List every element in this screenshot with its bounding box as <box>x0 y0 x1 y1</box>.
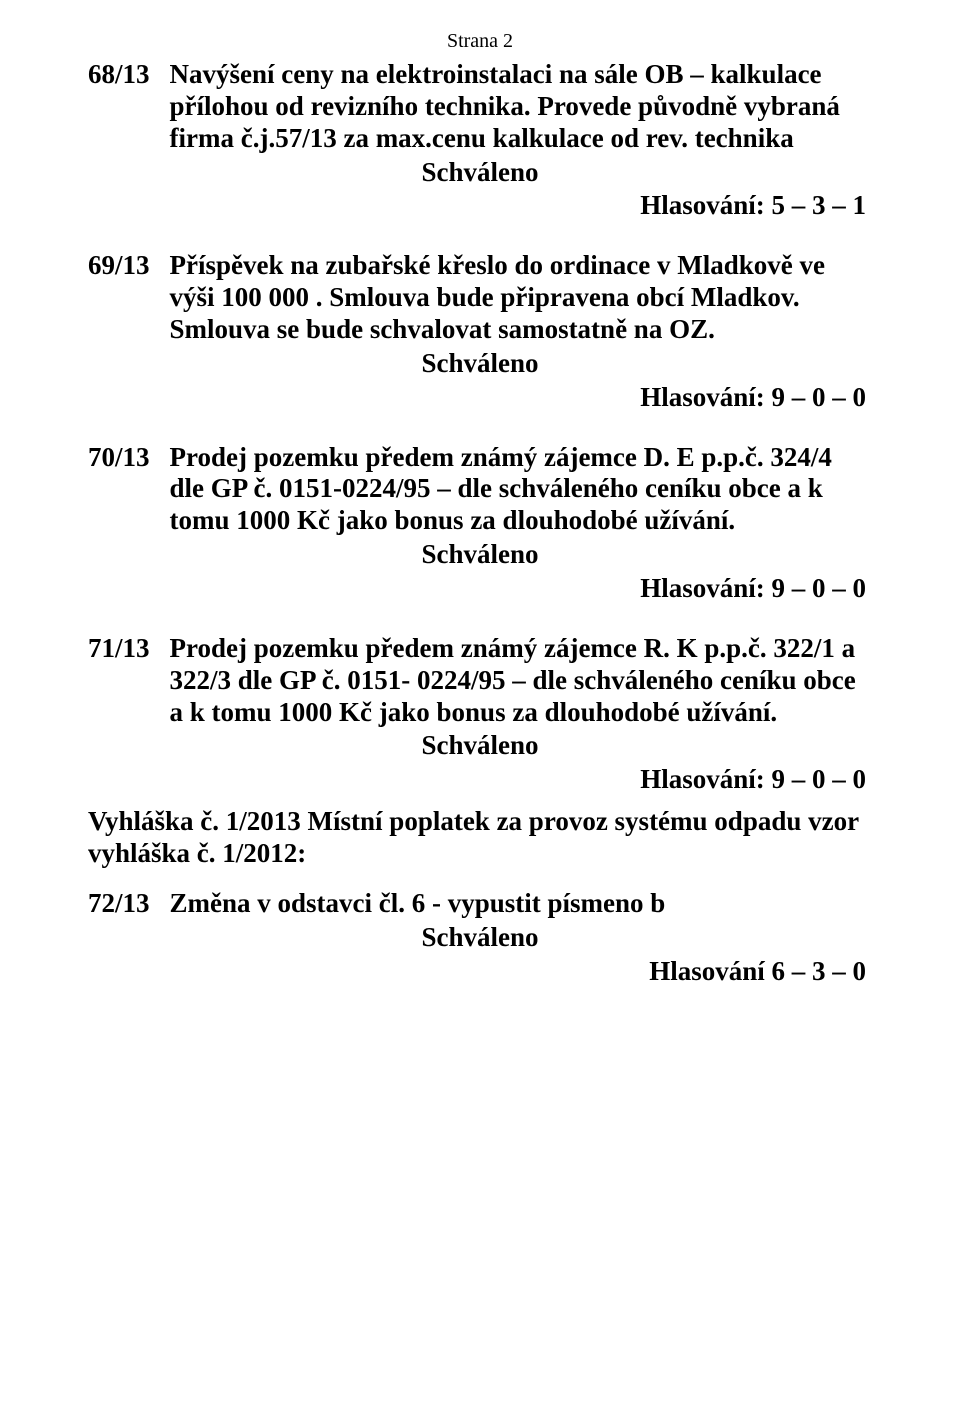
entry-71: 71/13 Prodej pozemku předem známý zájemc… <box>88 633 872 796</box>
entry-69-number: 69/13 <box>88 250 170 282</box>
entry-72-text: Změna v odstavci čl. 6 - vypustit písmen… <box>170 888 872 920</box>
entry-69-voting: Hlasování: 9 – 0 – 0 <box>88 382 872 414</box>
entry-72-number: 72/13 <box>88 888 170 920</box>
entry-70: 70/13 Prodej pozemku předem známý zájemc… <box>88 442 872 605</box>
entry-72-approved: Schváleno <box>88 922 872 954</box>
entry-70-voting: Hlasování: 9 – 0 – 0 <box>88 573 872 605</box>
entry-68-block: 68/13 Navýšení ceny na elektroinstalaci … <box>88 59 872 155</box>
entry-72-block: 72/13 Změna v odstavci čl. 6 - vypustit … <box>88 888 872 920</box>
entry-71-text: Prodej pozemku předem známý zájemce R. K… <box>170 633 872 729</box>
entry-70-block: 70/13 Prodej pozemku předem známý zájemc… <box>88 442 872 538</box>
entry-68: 68/13 Navýšení ceny na elektroinstalaci … <box>88 59 872 222</box>
entry-71-block: 71/13 Prodej pozemku předem známý zájemc… <box>88 633 872 729</box>
entry-68-number: 68/13 <box>88 59 170 91</box>
entry-69-block: 69/13 Příspěvek na zubařské křeslo do or… <box>88 250 872 346</box>
decree-text: Vyhláška č. 1/2013 Místní poplatek za pr… <box>88 806 872 870</box>
entry-70-approved: Schváleno <box>88 539 872 571</box>
entry-71-number: 71/13 <box>88 633 170 665</box>
entry-71-voting: Hlasování: 9 – 0 – 0 <box>88 764 872 796</box>
entry-69-text: Příspěvek na zubařské křeslo do ordinace… <box>170 250 872 346</box>
entry-69: 69/13 Příspěvek na zubařské křeslo do or… <box>88 250 872 413</box>
entry-72: 72/13 Změna v odstavci čl. 6 - vypustit … <box>88 888 872 988</box>
entry-70-text: Prodej pozemku předem známý zájemce D. E… <box>170 442 872 538</box>
entry-70-number: 70/13 <box>88 442 170 474</box>
entry-68-approved: Schváleno <box>88 157 872 189</box>
entry-72-voting: Hlasování 6 – 3 – 0 <box>88 956 872 988</box>
entry-69-approved: Schváleno <box>88 348 872 380</box>
entry-68-voting: Hlasování: 5 – 3 – 1 <box>88 190 872 222</box>
entry-68-text: Navýšení ceny na elektroinstalaci na sál… <box>170 59 872 155</box>
entry-71-approved: Schváleno <box>88 730 872 762</box>
page-header: Strana 2 <box>88 30 872 53</box>
